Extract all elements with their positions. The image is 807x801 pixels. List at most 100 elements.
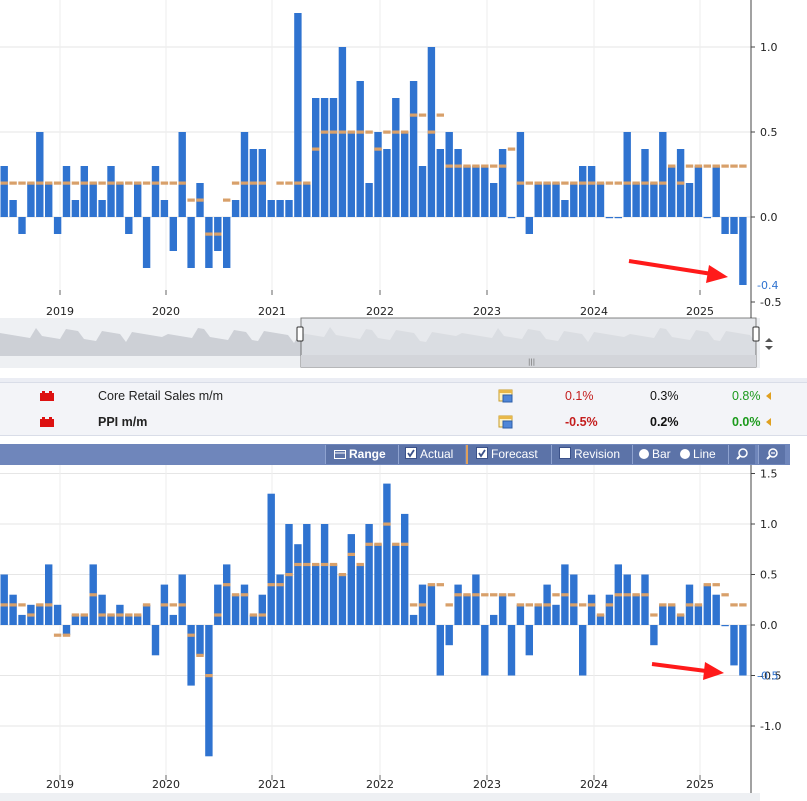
bar-forecast-marker <box>596 181 605 185</box>
revision-toggle[interactable]: Revision <box>551 445 633 464</box>
bar-forecast-marker <box>320 130 329 134</box>
bar-actual <box>730 625 738 666</box>
bar-actual <box>62 625 71 636</box>
chart-toolbar: Range Actual Forecast Revision Bar Line <box>0 444 790 465</box>
bar-forecast-marker <box>650 181 658 185</box>
bar-forecast-marker <box>365 542 373 546</box>
calendar-icon[interactable] <box>497 413 514 429</box>
bar-forecast-marker <box>525 603 533 607</box>
bar-actual <box>668 166 676 217</box>
nav-handle-right <box>752 326 760 342</box>
bar-actual <box>570 183 578 217</box>
zoom-out-button[interactable] <box>758 445 785 464</box>
bar-actual <box>614 217 622 219</box>
bar-forecast-marker <box>89 593 97 597</box>
checkbox-checked-icon <box>405 447 417 459</box>
bar-actual <box>365 524 373 625</box>
bar-actual <box>552 604 560 625</box>
bar-actual <box>490 614 498 625</box>
x-tick-label: 2019 <box>46 778 74 791</box>
bar-forecast-marker <box>534 603 542 607</box>
y-tick-label: -0.5 <box>760 296 781 309</box>
bar-actual <box>659 604 667 625</box>
bar-forecast-marker <box>231 593 240 597</box>
bar-forecast-marker <box>98 181 106 185</box>
bar-actual <box>409 614 418 625</box>
bar-actual <box>587 166 596 217</box>
bar-forecast-marker <box>570 181 578 185</box>
bar-forecast-marker <box>294 181 302 185</box>
bar-forecast-marker <box>125 613 133 617</box>
bar-actual <box>205 217 213 268</box>
bar-forecast-marker <box>614 181 622 185</box>
indicator-row-core-retail[interactable]: Core Retail Sales m/m 0.1% 0.3% 0.8% <box>0 383 807 409</box>
annotation-arrow-2 <box>651 662 724 680</box>
bar-forecast-marker <box>596 613 605 617</box>
bar-forecast-marker <box>151 181 160 185</box>
bar-forecast-marker <box>45 181 53 185</box>
bar-actual <box>196 625 204 656</box>
bar-forecast-marker <box>561 593 569 597</box>
calendar-icon[interactable] <box>497 387 514 403</box>
zoom-in-icon <box>736 448 748 460</box>
bar-forecast-marker <box>196 653 204 657</box>
bar-forecast-marker <box>231 181 240 185</box>
bar-forecast-marker <box>178 181 186 185</box>
bar-forecast-marker <box>347 552 355 556</box>
actual-toggle[interactable]: Actual <box>398 445 465 464</box>
bar-forecast-marker <box>409 113 418 117</box>
bar-forecast-marker <box>356 130 364 134</box>
bar-actual <box>730 217 738 234</box>
indicator-row-ppi[interactable]: PPI m/m -0.5% 0.2% 0.0% <box>0 409 807 435</box>
bar-forecast-marker <box>0 603 8 607</box>
zoom-out-icon <box>766 448 778 460</box>
bar-actual <box>80 166 88 217</box>
bar-forecast-marker <box>205 232 213 236</box>
bar-actual <box>596 614 605 625</box>
y-tick-label: 1.0 <box>760 41 778 54</box>
bar-forecast-marker <box>258 181 266 185</box>
bar-actual <box>160 200 169 217</box>
bar-forecast-marker <box>534 181 542 185</box>
bar-actual <box>543 183 551 217</box>
forecast-value: 0.3% <box>650 389 679 403</box>
bar-forecast-marker <box>178 603 186 607</box>
bar-actual <box>116 183 124 217</box>
red-flag-icon <box>40 417 54 427</box>
bar-forecast-marker <box>409 603 418 607</box>
bar-forecast-marker <box>498 164 507 168</box>
bar-actual <box>142 217 151 268</box>
bar-forecast-marker <box>27 181 35 185</box>
bar-actual <box>187 217 195 268</box>
range-button[interactable]: Range <box>325 445 401 464</box>
bar-actual <box>71 614 80 625</box>
bar-actual <box>71 200 80 217</box>
bar-actual <box>641 574 649 625</box>
bar-actual <box>231 594 240 625</box>
bar-forecast-marker <box>365 130 373 134</box>
bar-forecast-marker <box>338 573 347 577</box>
bar-forecast-marker <box>587 603 596 607</box>
bar-forecast-marker <box>205 674 213 678</box>
x-tick-label: 2024 <box>580 305 608 318</box>
bar-forecast-marker <box>463 593 471 597</box>
bar-actual <box>436 149 444 217</box>
range-label: Range <box>349 447 386 461</box>
bar-actual <box>89 183 97 217</box>
bar-actual <box>267 493 275 625</box>
bar-forecast-marker <box>516 181 525 185</box>
bar-line-switch[interactable]: Bar Line <box>632 445 729 464</box>
c1-bar-series <box>0 13 747 285</box>
bar-forecast-marker <box>27 613 35 617</box>
forecast-toggle[interactable]: Forecast <box>466 445 554 464</box>
bar-forecast-marker <box>383 130 391 134</box>
bar-forecast-marker <box>125 181 133 185</box>
bar-forecast-marker <box>436 113 444 117</box>
bar-actual <box>516 604 525 625</box>
bar-actual <box>481 625 489 676</box>
bar-forecast-marker <box>454 164 462 168</box>
bar-forecast-marker <box>356 562 364 567</box>
y-tick-label: 0.5 <box>760 569 778 582</box>
bar-actual <box>142 604 151 625</box>
zoom-in-button[interactable] <box>728 445 755 464</box>
